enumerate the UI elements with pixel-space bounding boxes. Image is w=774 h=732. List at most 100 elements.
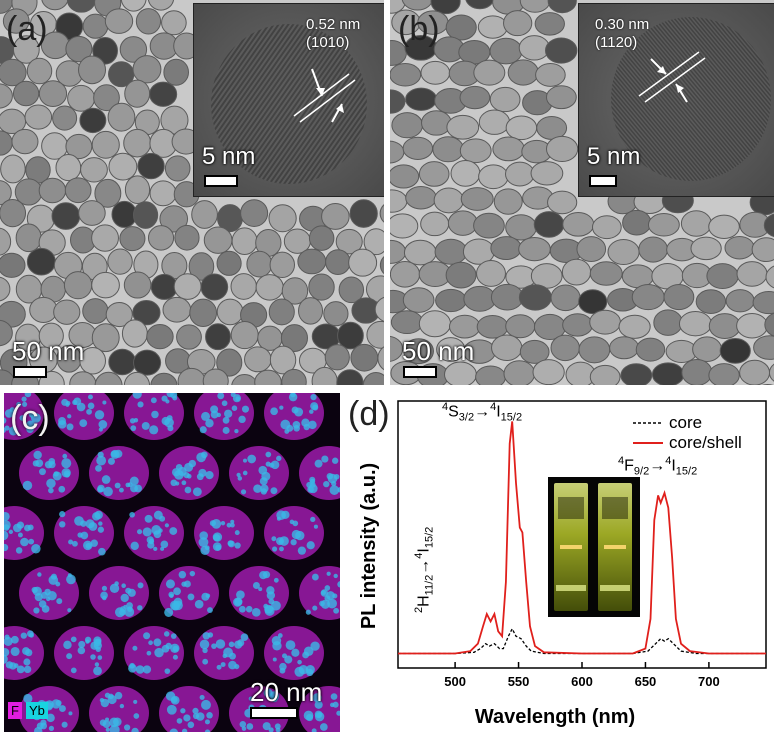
legend-core-label: core <box>669 413 703 432</box>
nanoparticle <box>11 128 39 155</box>
nanoparticle <box>390 310 424 335</box>
yb-signal-dot <box>234 530 240 536</box>
nanoparticle <box>338 276 365 304</box>
yb-signal-dot <box>72 540 78 547</box>
yb-signal-dot <box>16 521 25 529</box>
nanoparticle <box>268 204 297 233</box>
yb-signal-dot <box>240 489 247 495</box>
nanoparticle <box>751 237 774 263</box>
nanoparticle <box>200 273 229 301</box>
yb-signal-dot <box>90 654 96 660</box>
nanoparticle <box>547 190 578 215</box>
lattice-plane-a: (1010) <box>306 34 350 51</box>
yb-signal-dot <box>266 586 275 595</box>
yb-signal-dot <box>306 541 315 550</box>
nanoparticle <box>80 157 108 183</box>
yb-signal-dot <box>181 480 187 486</box>
yb-signal-dot <box>262 570 271 579</box>
nanoparticle <box>82 298 109 325</box>
nanoparticle <box>147 0 175 11</box>
nanoparticle <box>52 105 78 131</box>
y-axis-label: PL intensity (a.u.) <box>358 463 380 629</box>
nanoparticle <box>107 248 133 275</box>
nanoparticle <box>216 348 243 377</box>
panel-label-d: (d) <box>348 395 390 433</box>
nanoparticle <box>390 140 405 164</box>
nanoparticle <box>38 177 67 204</box>
yb-signal-dot <box>4 409 14 418</box>
nanoparticle <box>12 35 40 64</box>
yb-signal-dot <box>65 400 71 406</box>
yb-signal-dot <box>166 393 174 398</box>
nanoparticle <box>349 199 378 228</box>
yb-signal-dot <box>144 514 153 523</box>
yb-signal-dot <box>98 420 108 429</box>
yb-signal-dot <box>46 478 56 489</box>
yb-signal-dot <box>22 401 28 407</box>
nanoparticle <box>550 284 581 312</box>
nanoparticle <box>79 107 107 134</box>
yb-signal-dot <box>310 641 320 651</box>
yb-signal-dot <box>48 725 55 732</box>
yb-signal-dot <box>101 585 108 591</box>
nanoparticle <box>298 297 324 325</box>
yb-signal-dot <box>109 583 120 594</box>
nanoparticle <box>379 256 384 275</box>
annotation-2h112: 2H11/2→4I15/2 <box>413 526 436 613</box>
nanoparticle <box>680 210 712 237</box>
nanoparticle <box>132 55 162 84</box>
yb-signal-dot <box>10 646 20 657</box>
yb-signal-dot <box>87 402 95 410</box>
yb-signal-dot <box>4 647 10 657</box>
nanoparticle <box>91 271 120 299</box>
nanoparticle <box>561 258 592 286</box>
yb-signal-dot <box>319 723 328 731</box>
yb-signal-dot <box>210 405 219 414</box>
yb-signal-dot <box>270 487 278 495</box>
yb-signal-dot <box>24 393 32 398</box>
yb-signal-dot <box>332 701 339 708</box>
yb-signal-dot <box>327 598 338 609</box>
yb-signal-dot <box>291 529 301 540</box>
yb-signal-dot <box>184 486 192 494</box>
yb-signal-dot <box>235 396 241 401</box>
yb-signal-dot <box>120 593 129 603</box>
yb-signal-dot <box>211 643 217 649</box>
nanoparticle <box>107 102 136 132</box>
nanoparticle <box>405 185 437 210</box>
yb-signal-dot <box>312 693 322 703</box>
yb-signal-dot <box>329 702 335 708</box>
nanoparticle <box>653 309 683 336</box>
nanoparticle <box>447 210 478 236</box>
yb-signal-dot <box>234 542 241 549</box>
yb-signal-dot <box>201 699 211 710</box>
nanoparticle <box>402 287 435 313</box>
nanoparticle <box>216 298 244 326</box>
nanoparticle <box>94 178 122 208</box>
yb-signal-dot <box>204 719 210 725</box>
yb-signal-dot <box>279 536 289 546</box>
nanoparticle <box>321 203 350 230</box>
nanoparticle <box>736 313 768 339</box>
yb-signal-dot <box>265 461 271 467</box>
nanoparticle <box>765 265 774 289</box>
yb-signal-dot <box>297 659 302 665</box>
yb-signal-dot <box>248 696 254 701</box>
nanoparticle <box>137 152 165 180</box>
yb-signal-dot <box>279 546 284 552</box>
yb-signal-dot <box>189 570 196 577</box>
nanoparticle <box>505 214 537 241</box>
yb-signal-dot <box>90 539 98 547</box>
yb-signal-dot <box>169 527 178 535</box>
yb-signal-dot <box>164 417 174 428</box>
hrtem-inset-a: 0.52 nm (1010) 5 nm <box>193 3 384 197</box>
nanoparticle <box>64 177 92 204</box>
nanoparticle <box>24 104 53 130</box>
yb-signal-dot <box>58 485 66 493</box>
nanoparticle <box>188 252 215 281</box>
tem-image-a: 0.52 nm (1010) 5 nm (a) 50 nm <box>0 0 384 385</box>
yb-signal-dot <box>207 632 214 638</box>
yb-signal-dot <box>114 691 123 700</box>
nanoparticle <box>405 87 438 111</box>
yb-signal-dot <box>61 468 71 478</box>
